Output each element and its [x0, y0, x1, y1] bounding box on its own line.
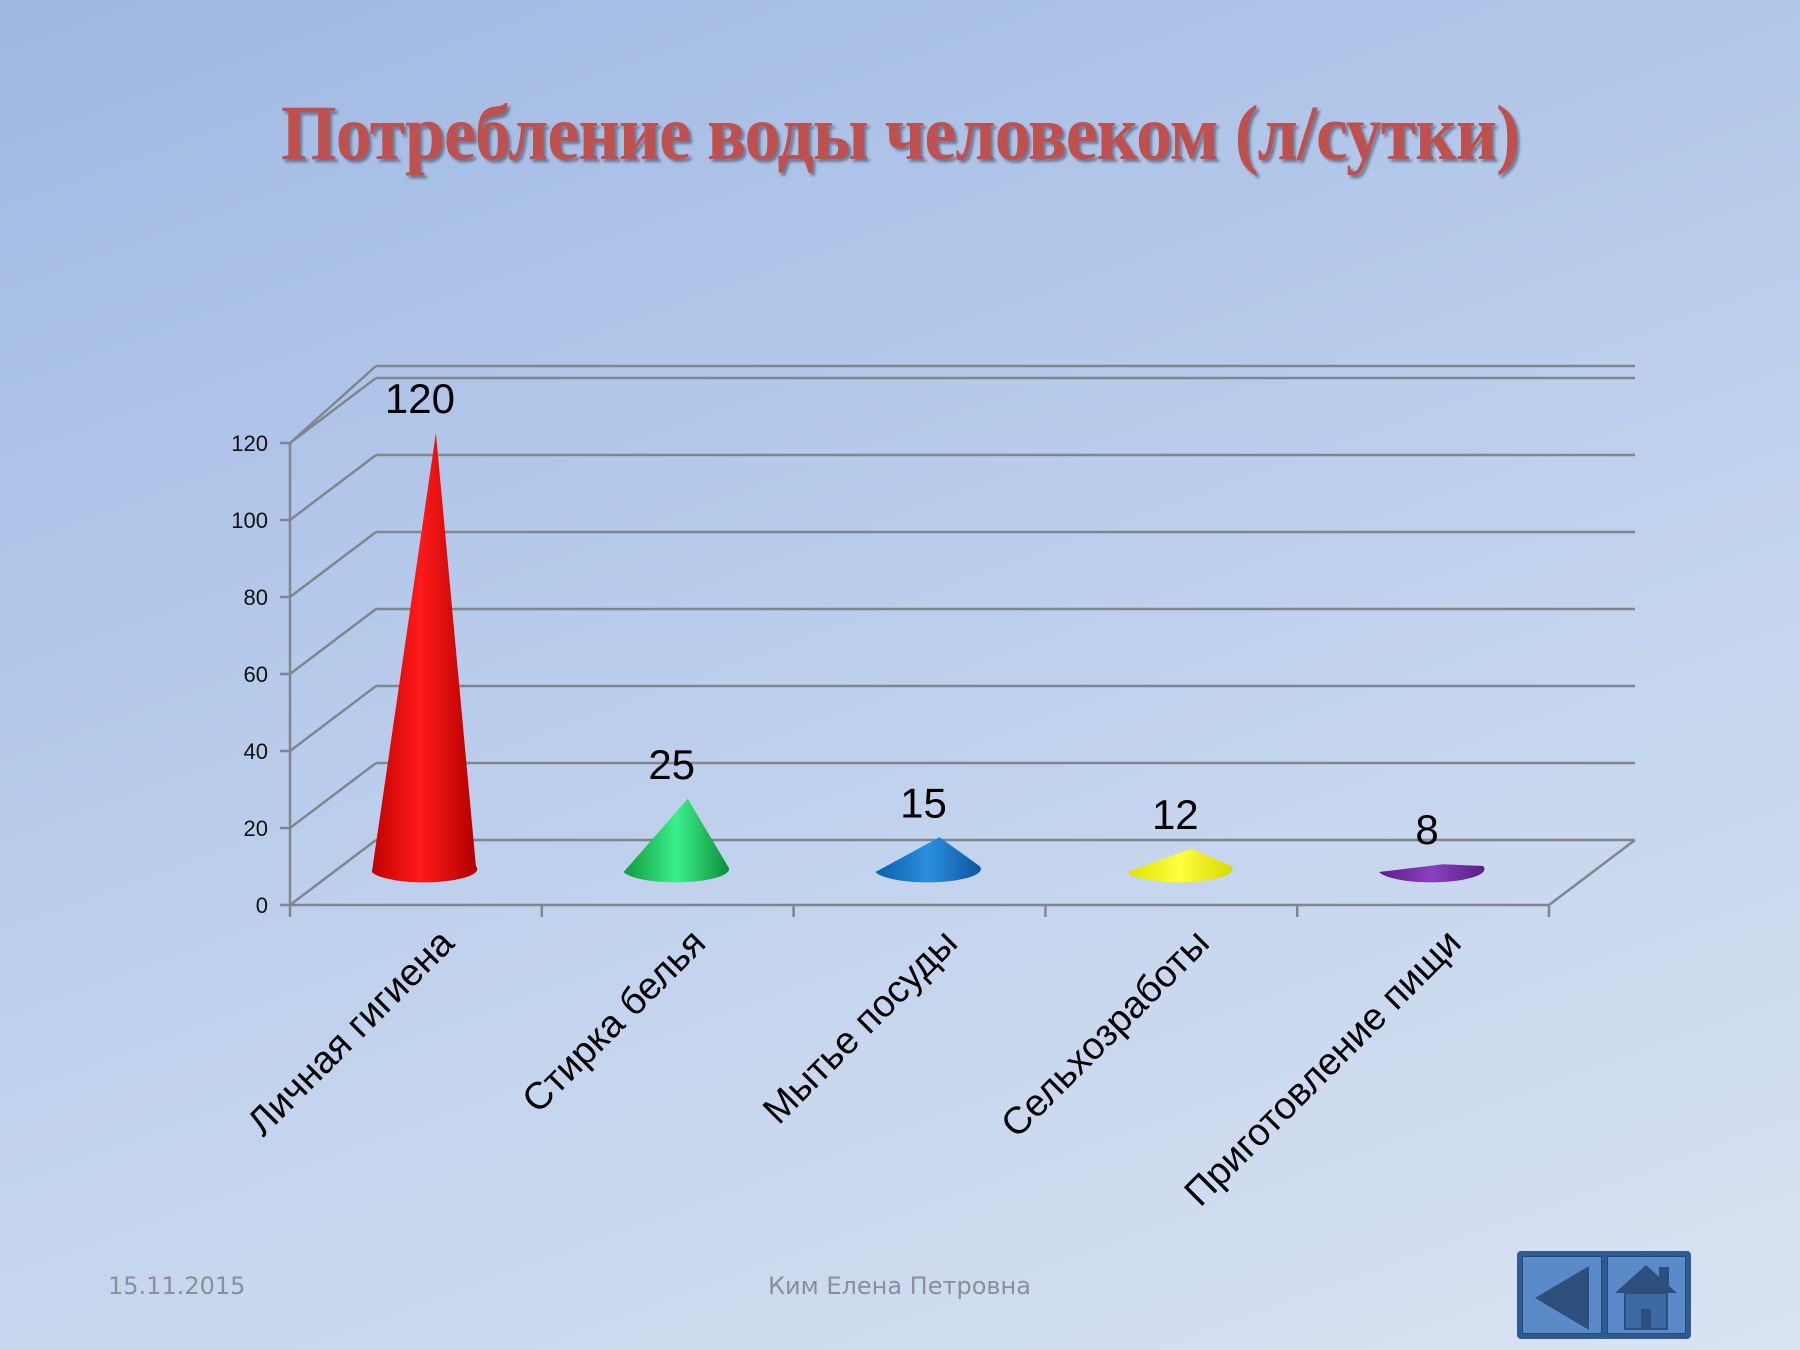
x-category-label: Сельхозработы [993, 922, 1217, 1146]
y-tick-label: 0 [256, 893, 268, 918]
home-button[interactable] [1606, 1256, 1686, 1334]
data-label: 15 [900, 779, 947, 826]
y-tick-label: 60 [244, 662, 268, 687]
y-axis-tick-labels: 0 20 40 60 80 100 120 [231, 431, 268, 918]
y-tick-label: 20 [244, 816, 268, 841]
chart-cones: 120 25 15 12 8 [371, 375, 1485, 883]
data-label: 8 [1415, 806, 1438, 853]
x-axis-category-labels: Личная гигиена Стирка белья Мытье посуды Се… [240, 921, 1470, 1214]
cone-2: 25 [623, 741, 730, 883]
data-label: 120 [385, 375, 455, 422]
back-button[interactable] [1522, 1256, 1602, 1334]
x-category-label: Приготовление пищи [1177, 922, 1470, 1215]
chart-grid [280, 364, 1636, 917]
data-label: 12 [1152, 791, 1199, 838]
y-tick-label: 80 [244, 585, 268, 610]
footer-date: 15.11.2015 [108, 1272, 246, 1300]
cone-5: 8 [1379, 806, 1485, 883]
y-tick-label: 100 [231, 508, 268, 533]
slide-title: Потребление воды человеком (л/сутки) [280, 89, 1520, 176]
x-category-label: Стирка белья [515, 922, 714, 1121]
footer-author: Ким Елена Петровна [768, 1272, 1031, 1300]
data-label: 25 [648, 741, 695, 788]
y-tick-label: 40 [244, 739, 268, 764]
x-category-label: Личная гигиена [240, 921, 463, 1144]
cone-4: 12 [1127, 791, 1233, 883]
x-category-label: Мытье посуды [755, 922, 966, 1133]
triangle-left-icon [1534, 1266, 1589, 1330]
navigation-buttons [1517, 1251, 1691, 1339]
cone-1: 120 [371, 375, 478, 883]
y-tick-label: 120 [231, 431, 268, 456]
house-icon [1615, 1265, 1678, 1330]
cone-3: 15 [875, 779, 981, 883]
